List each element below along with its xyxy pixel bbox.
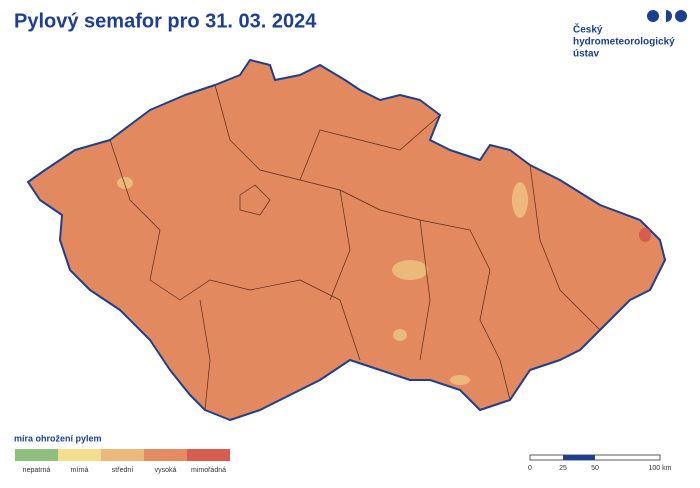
title: Pylový semafor pro 31. 03. 2024	[14, 10, 317, 32]
legend: nepatrná mírná střední vysoká mimořádná	[15, 449, 230, 474]
scale-label: 100 km	[649, 465, 672, 472]
patch	[393, 329, 407, 341]
scale-label: 25	[559, 465, 567, 472]
legend-swatch	[144, 449, 187, 461]
scale-segment	[563, 455, 595, 460]
border	[329, 189, 351, 301]
scale-label: 50	[591, 465, 599, 472]
logo-text: ústav	[573, 49, 600, 60]
legend-title: míra ohrožení pylem	[14, 433, 102, 443]
legend-label: vysoká	[155, 467, 177, 474]
logo-dot	[647, 10, 659, 22]
logo: Český hydrometeorologický ústav	[573, 10, 687, 60]
legend-swatch	[101, 449, 144, 461]
legend-swatch	[58, 449, 101, 461]
border	[419, 219, 431, 361]
scale-bar: 0 25 50 100 km	[528, 454, 672, 472]
logo-half	[666, 10, 672, 22]
border	[239, 184, 271, 216]
legend-label: mimořádná	[191, 467, 226, 474]
patch	[117, 177, 133, 189]
patch	[639, 228, 651, 242]
legend-swatch	[15, 449, 58, 461]
map	[27, 59, 666, 421]
logo-dot	[675, 10, 687, 22]
legend-label: nepatrná	[23, 467, 51, 474]
patches	[117, 177, 528, 385]
scale-label: 0	[528, 465, 532, 472]
logo-text: Český	[573, 23, 603, 36]
legend-label: střední	[112, 467, 133, 474]
border	[214, 84, 511, 401]
country-area	[27, 59, 666, 421]
patch	[450, 375, 470, 385]
border	[299, 114, 441, 181]
patch	[392, 260, 428, 280]
logo-text: hydrometeorologický	[573, 37, 675, 48]
patch	[512, 182, 528, 218]
legend-swatch	[187, 449, 230, 461]
legend-label: mírná	[71, 467, 89, 474]
borders	[109, 84, 601, 411]
border	[109, 139, 361, 361]
border	[199, 299, 211, 411]
border	[529, 164, 601, 331]
